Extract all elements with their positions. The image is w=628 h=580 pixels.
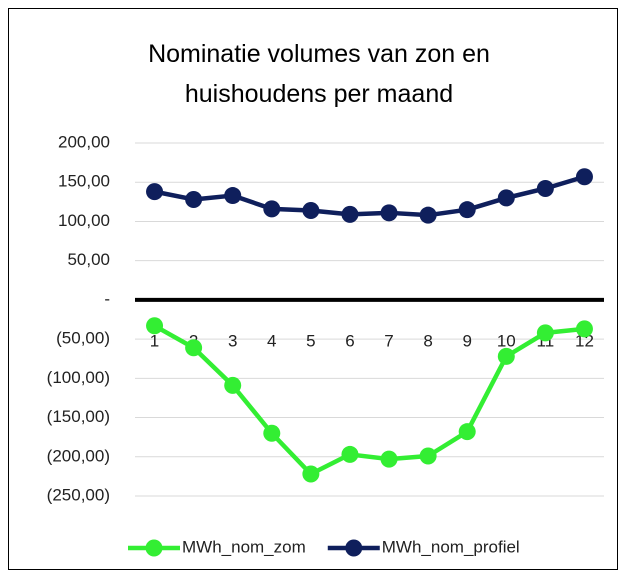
data-point — [263, 424, 281, 442]
x-tick-label: 4 — [267, 331, 276, 350]
y-tick-label: (250,00) — [47, 485, 110, 504]
x-tick-label: 9 — [462, 331, 471, 350]
legend-label: MWh_nom_zom — [182, 537, 306, 556]
data-point — [458, 201, 476, 219]
data-point — [380, 204, 398, 222]
data-point — [419, 447, 437, 465]
x-tick-label: 3 — [228, 331, 237, 350]
chart-title: Nominatie volumes van zon en huishoudens… — [148, 40, 490, 108]
data-point — [341, 445, 359, 463]
x-tick-label: 6 — [345, 331, 354, 350]
data-point — [497, 347, 515, 365]
y-tick-label: 200,00 — [58, 132, 110, 151]
x-tick-label: 10 — [497, 331, 516, 350]
data-point — [146, 317, 164, 335]
legend-label: MWh_nom_profiel — [382, 537, 520, 556]
y-tick-label: (100,00) — [47, 368, 110, 387]
data-point — [380, 450, 398, 468]
data-point — [458, 423, 476, 441]
data-point — [419, 206, 437, 224]
data-point — [185, 339, 203, 357]
data-point — [302, 465, 320, 483]
data-point — [575, 320, 593, 338]
data-point — [224, 376, 242, 394]
data-point — [185, 190, 203, 208]
y-tick-label: - — [104, 289, 110, 308]
data-point — [302, 201, 320, 219]
data-point — [575, 168, 593, 186]
data-point — [146, 183, 164, 201]
x-tick-label: 8 — [423, 331, 432, 350]
legend-marker — [345, 539, 363, 557]
data-point — [263, 200, 281, 218]
x-tick-label: 7 — [384, 331, 393, 350]
data-point — [224, 187, 242, 205]
data-point — [341, 205, 359, 223]
x-tick-label: 12 — [575, 331, 594, 350]
data-point — [536, 179, 554, 197]
x-tick-label: 1 — [150, 331, 159, 350]
y-tick-label: (50,00) — [56, 329, 110, 348]
x-tick-label: 5 — [306, 331, 315, 350]
y-tick-label: (200,00) — [47, 446, 110, 465]
legend-marker — [145, 539, 163, 557]
y-tick-label: 100,00 — [58, 211, 110, 230]
y-tick-label: 50,00 — [67, 250, 110, 269]
series-line — [153, 323, 585, 477]
data-point — [536, 324, 554, 342]
y-tick-label: (150,00) — [47, 407, 110, 426]
chart-frame — [8, 8, 618, 570]
data-point — [497, 189, 515, 207]
y-tick-label: 150,00 — [58, 172, 110, 191]
